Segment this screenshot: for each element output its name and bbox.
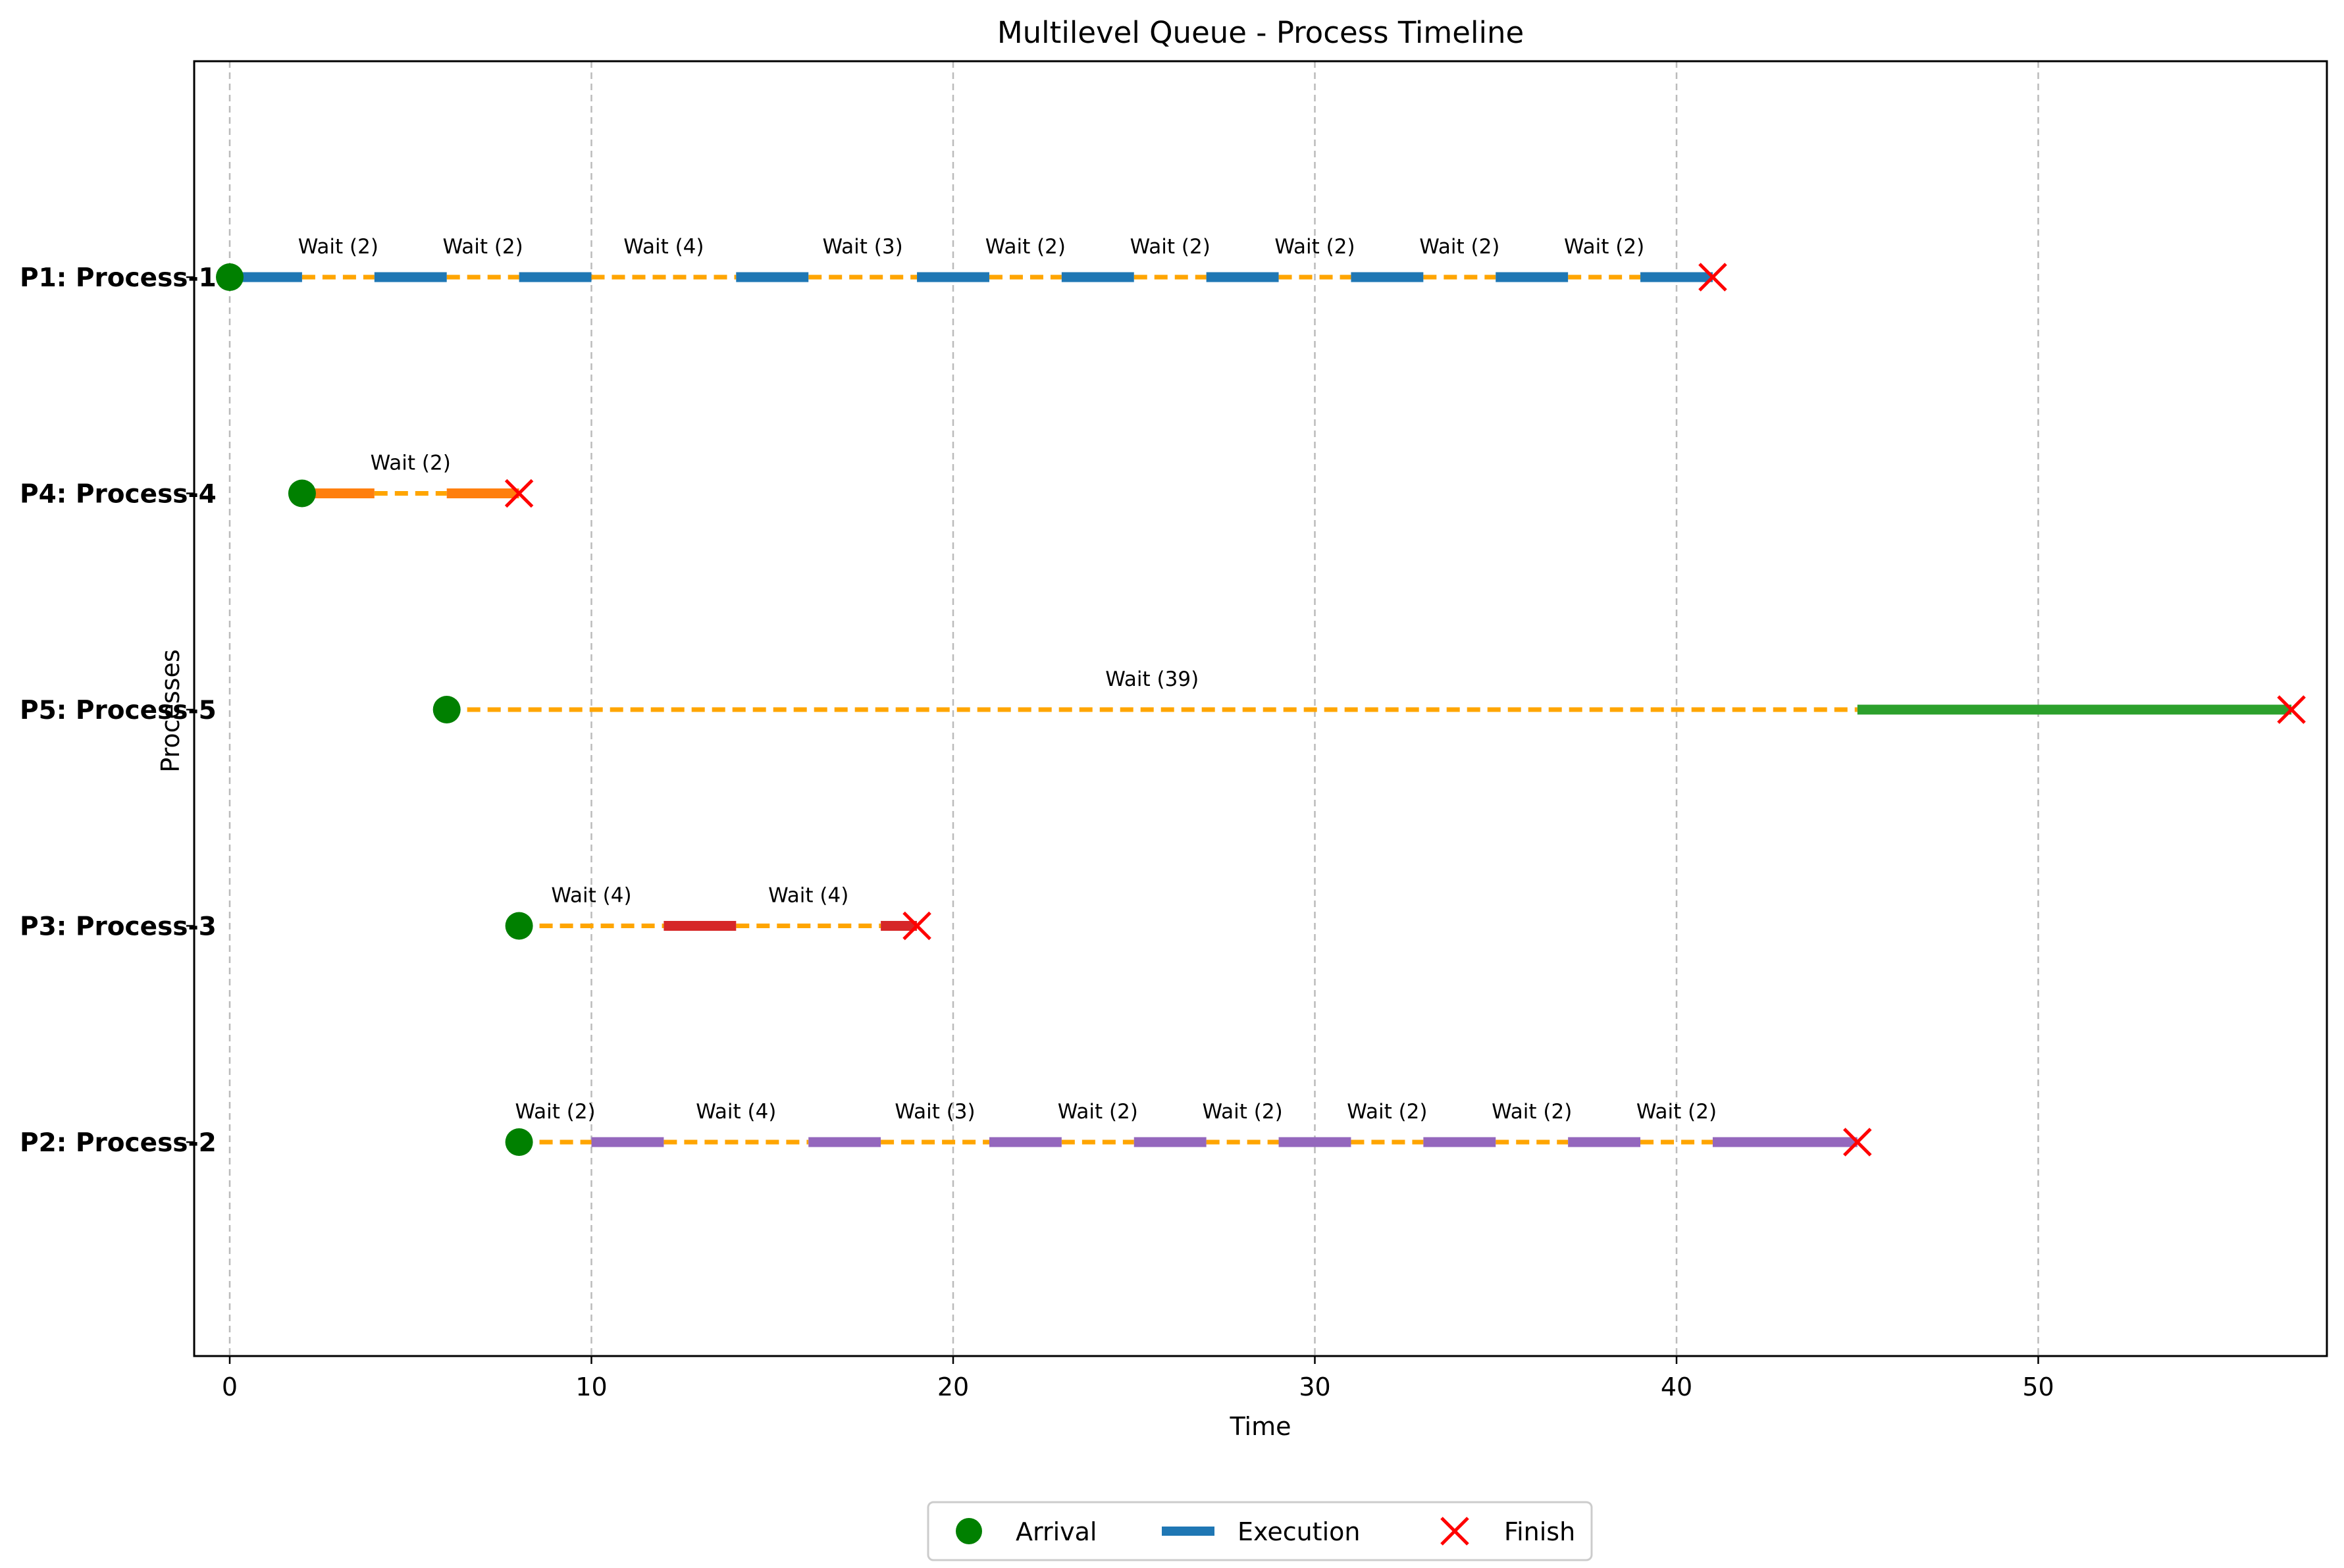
- x-tick-label: 30: [1299, 1372, 1330, 1401]
- arrival-marker: [288, 479, 316, 508]
- y-axis-label: Processes: [156, 649, 185, 772]
- wait-label: Wait (2): [1419, 235, 1499, 259]
- x-tick-label: 10: [575, 1372, 607, 1401]
- wait-label: Wait (2): [1058, 1100, 1138, 1124]
- process-label: P5: Process-5: [20, 696, 217, 725]
- arrival-marker: [216, 263, 244, 291]
- x-tick-label: 50: [2022, 1372, 2054, 1401]
- process-label: P4: Process-4: [20, 480, 217, 510]
- finish-marker: [1698, 263, 1727, 292]
- finish-marker-stroke: [2277, 695, 2306, 724]
- legend: Arrival Execution Finish: [927, 1501, 1593, 1561]
- process-label: P1: Process-1: [20, 263, 217, 293]
- finish-marker: [902, 911, 931, 941]
- x-axis-label: Time: [1230, 1412, 1291, 1441]
- legend-frame: [927, 1501, 1593, 1561]
- arrival-marker: [432, 696, 461, 723]
- wait-label: Wait (39): [1105, 667, 1199, 691]
- wait-label: Wait (3): [895, 1100, 975, 1124]
- process-label: P2: Process-2: [20, 1128, 217, 1158]
- wait-labels: Wait (2) Wait (2) Wait (4) Wait (3) Wait (2)…: [298, 235, 1717, 1124]
- wait-label: Wait (2): [1274, 235, 1355, 259]
- wait-label: Wait (2): [1202, 1100, 1282, 1124]
- wait-label: Wait (4): [768, 884, 848, 908]
- legend-finish-marker: [1440, 1517, 1469, 1546]
- arrival-marker: [505, 912, 533, 940]
- wait-label: Wait (2): [1347, 1100, 1427, 1124]
- finish-marker-stroke: [1842, 1128, 1872, 1157]
- wait-label: Wait (2): [985, 235, 1066, 259]
- wait-label: Wait (2): [298, 235, 378, 259]
- wait-label: Wait (2): [1636, 1100, 1717, 1124]
- wait-label: Wait (2): [371, 452, 451, 475]
- wait-label: Wait (4): [696, 1100, 776, 1124]
- y-tick-labels: P1: Process-1P4: Process-4P5: Process-5P…: [20, 263, 217, 1158]
- chart-title: Multilevel Queue - Process Timeline: [997, 15, 1524, 50]
- arrival-marker: [505, 1128, 533, 1156]
- finish-marker-stroke: [504, 479, 534, 508]
- wait-label: Wait (2): [1492, 1100, 1572, 1124]
- wait-label: Wait (2): [1130, 235, 1211, 259]
- finish-marker: [1842, 1128, 1872, 1157]
- finish-marker: [2277, 695, 2306, 724]
- x-ticks: 0 10 20 30 40 50: [222, 1356, 2054, 1401]
- wait-label: Wait (4): [623, 235, 704, 259]
- finish-marker-stroke: [902, 911, 931, 941]
- x-tick-label: 40: [1661, 1372, 1692, 1401]
- x-tick-label: 0: [222, 1372, 238, 1401]
- wait-label: Wait (2): [1564, 235, 1644, 259]
- process-label: P3: Process-3: [20, 912, 217, 942]
- event-markers: [216, 263, 2306, 1157]
- wait-label: Wait (2): [443, 235, 523, 259]
- axes-frame: [193, 60, 2328, 1357]
- legend-execution-label: Execution: [1237, 1517, 1360, 1546]
- x-tick-label: 20: [937, 1372, 969, 1401]
- wait-label: Wait (2): [515, 1100, 595, 1124]
- wait-segments: [301, 274, 1858, 1145]
- wait-label: Wait (4): [551, 884, 631, 908]
- legend-arrival-marker: [956, 1518, 982, 1544]
- legend-arrival-label: Arrival: [1016, 1517, 1097, 1546]
- legend-finish-label: Finish: [1504, 1517, 1575, 1546]
- wait-label: Wait (3): [823, 235, 903, 259]
- finish-marker-stroke: [1698, 263, 1727, 292]
- finish-marker: [504, 479, 534, 508]
